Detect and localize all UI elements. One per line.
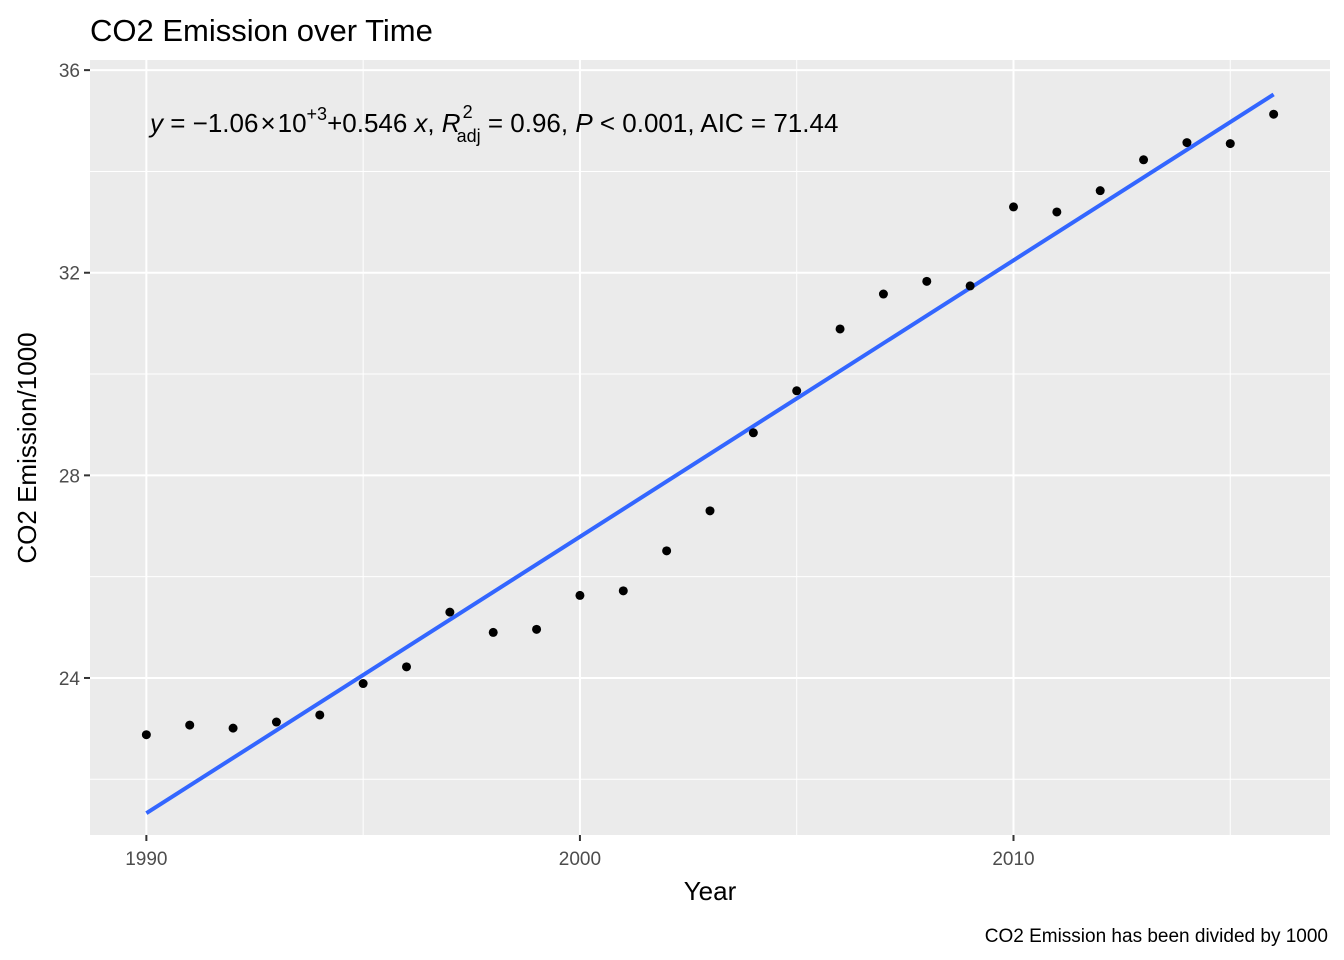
data-point — [618, 586, 628, 596]
eq-r-val: = 0.96, — [481, 108, 576, 138]
data-point — [1139, 155, 1149, 165]
eq-plus: + — [327, 108, 342, 138]
data-points — [141, 109, 1279, 740]
eq-p-val: < 0.001, AIC = 71.44 — [593, 108, 839, 138]
data-point — [1008, 202, 1018, 212]
data-point — [1095, 186, 1105, 196]
gridlines — [90, 60, 1330, 835]
eq-p: P — [575, 108, 593, 138]
eq-exp: +3 — [307, 104, 328, 124]
y-tick-label: 36 — [59, 61, 80, 82]
data-point — [965, 281, 975, 291]
x-tick-label: 2000 — [559, 849, 601, 870]
x-axis-title: Year — [684, 876, 737, 906]
data-point — [532, 624, 542, 634]
eq-minus: − — [193, 108, 208, 138]
data-point — [141, 730, 151, 740]
data-point — [402, 662, 412, 672]
eq-r-sub: adj — [457, 126, 481, 146]
data-point — [1052, 207, 1062, 217]
eq-comma: , — [427, 108, 441, 138]
axes: 1990 2000 2010 24 28 32 36 — [59, 61, 1035, 870]
data-point — [705, 506, 715, 516]
eq-ten: 10 — [278, 108, 307, 138]
eq-equals: = — [163, 108, 193, 138]
chart-caption: CO2 Emission has been divided by 1000 — [985, 926, 1328, 947]
eq-x: x — [412, 108, 428, 138]
eq-r: R — [442, 108, 461, 138]
data-point — [271, 717, 281, 727]
data-point — [835, 324, 845, 334]
regression-equation: y = −1.06×10+3+0.546 x, R 2 adj = 0.96, P <… — [148, 102, 838, 146]
x-tick-label: 1990 — [125, 849, 167, 870]
data-point — [662, 546, 672, 556]
data-point — [748, 428, 758, 438]
eq-r-sup: 2 — [463, 102, 473, 122]
data-point — [185, 720, 195, 730]
y-tick-label: 28 — [59, 466, 80, 487]
data-point — [1269, 109, 1279, 119]
x-tick-label: 2010 — [992, 849, 1034, 870]
data-point — [878, 289, 888, 299]
data-point — [792, 386, 802, 396]
y-tick-label: 24 — [59, 669, 81, 690]
chart-title: CO2 Emission over Time — [90, 13, 433, 48]
data-point — [445, 607, 455, 617]
data-point — [488, 627, 498, 637]
eq-times: × — [260, 108, 275, 138]
data-point — [922, 276, 932, 286]
fit-line-layer — [145, 92, 1275, 815]
eq-slope: 0.546 — [342, 108, 407, 138]
data-point — [1182, 138, 1192, 148]
data-point — [228, 723, 238, 733]
eq-coef: 1.06 — [208, 108, 259, 138]
data-point — [358, 679, 368, 689]
y-tick-label: 32 — [59, 264, 80, 285]
data-point — [575, 590, 585, 600]
y-axis-title: CO2 Emission/1000 — [12, 332, 42, 563]
data-point — [315, 710, 325, 720]
eq-y: y — [148, 108, 165, 138]
regression-line — [145, 92, 1275, 815]
data-point — [1225, 139, 1235, 149]
